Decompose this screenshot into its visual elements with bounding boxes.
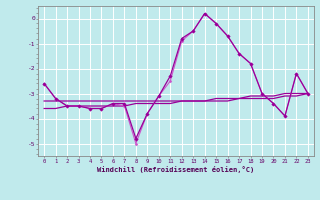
X-axis label: Windchill (Refroidissement éolien,°C): Windchill (Refroidissement éolien,°C) <box>97 166 255 173</box>
